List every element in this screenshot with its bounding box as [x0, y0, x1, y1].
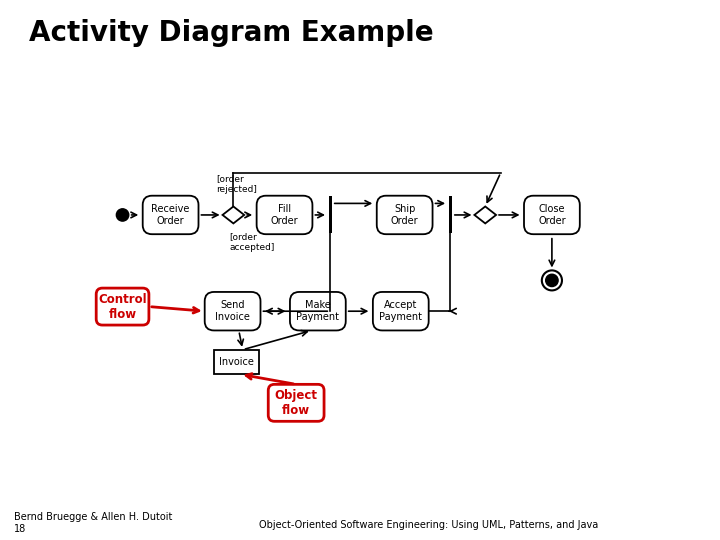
Text: Control
flow: Control flow: [98, 293, 147, 321]
FancyBboxPatch shape: [269, 384, 324, 421]
FancyBboxPatch shape: [143, 195, 199, 234]
Text: Fill
Order: Fill Order: [271, 204, 298, 226]
FancyBboxPatch shape: [524, 195, 580, 234]
Text: Object-Oriented Software Engineering: Using UML, Patterns, and Java: Object-Oriented Software Engineering: Us…: [259, 520, 598, 530]
FancyBboxPatch shape: [373, 292, 428, 330]
Text: Ship
Order: Ship Order: [391, 204, 418, 226]
Circle shape: [117, 209, 129, 221]
Text: Send
Invoice: Send Invoice: [215, 300, 250, 322]
Bar: [449, 197, 452, 233]
Text: Accept
Payment: Accept Payment: [379, 300, 422, 322]
Polygon shape: [474, 206, 496, 224]
Bar: [329, 197, 332, 233]
Text: [order
rejected]: [order rejected]: [216, 174, 257, 194]
Text: [order
accepted]: [order accepted]: [230, 232, 275, 252]
FancyBboxPatch shape: [96, 288, 149, 325]
Text: Close
Order: Close Order: [538, 204, 566, 226]
FancyBboxPatch shape: [256, 195, 312, 234]
Polygon shape: [222, 206, 244, 224]
Text: Receive
Order: Receive Order: [151, 204, 190, 226]
Bar: [214, 350, 259, 374]
Text: Make
Payment: Make Payment: [297, 300, 339, 322]
FancyBboxPatch shape: [290, 292, 346, 330]
Text: Activity Diagram Example: Activity Diagram Example: [29, 19, 433, 47]
Text: Invoice: Invoice: [219, 357, 254, 367]
FancyBboxPatch shape: [204, 292, 261, 330]
Circle shape: [542, 271, 562, 291]
Text: Bernd Bruegge & Allen H. Dutoit
18: Bernd Bruegge & Allen H. Dutoit 18: [14, 512, 173, 534]
Text: Object
flow: Object flow: [274, 389, 318, 417]
Circle shape: [546, 274, 558, 287]
FancyBboxPatch shape: [377, 195, 433, 234]
